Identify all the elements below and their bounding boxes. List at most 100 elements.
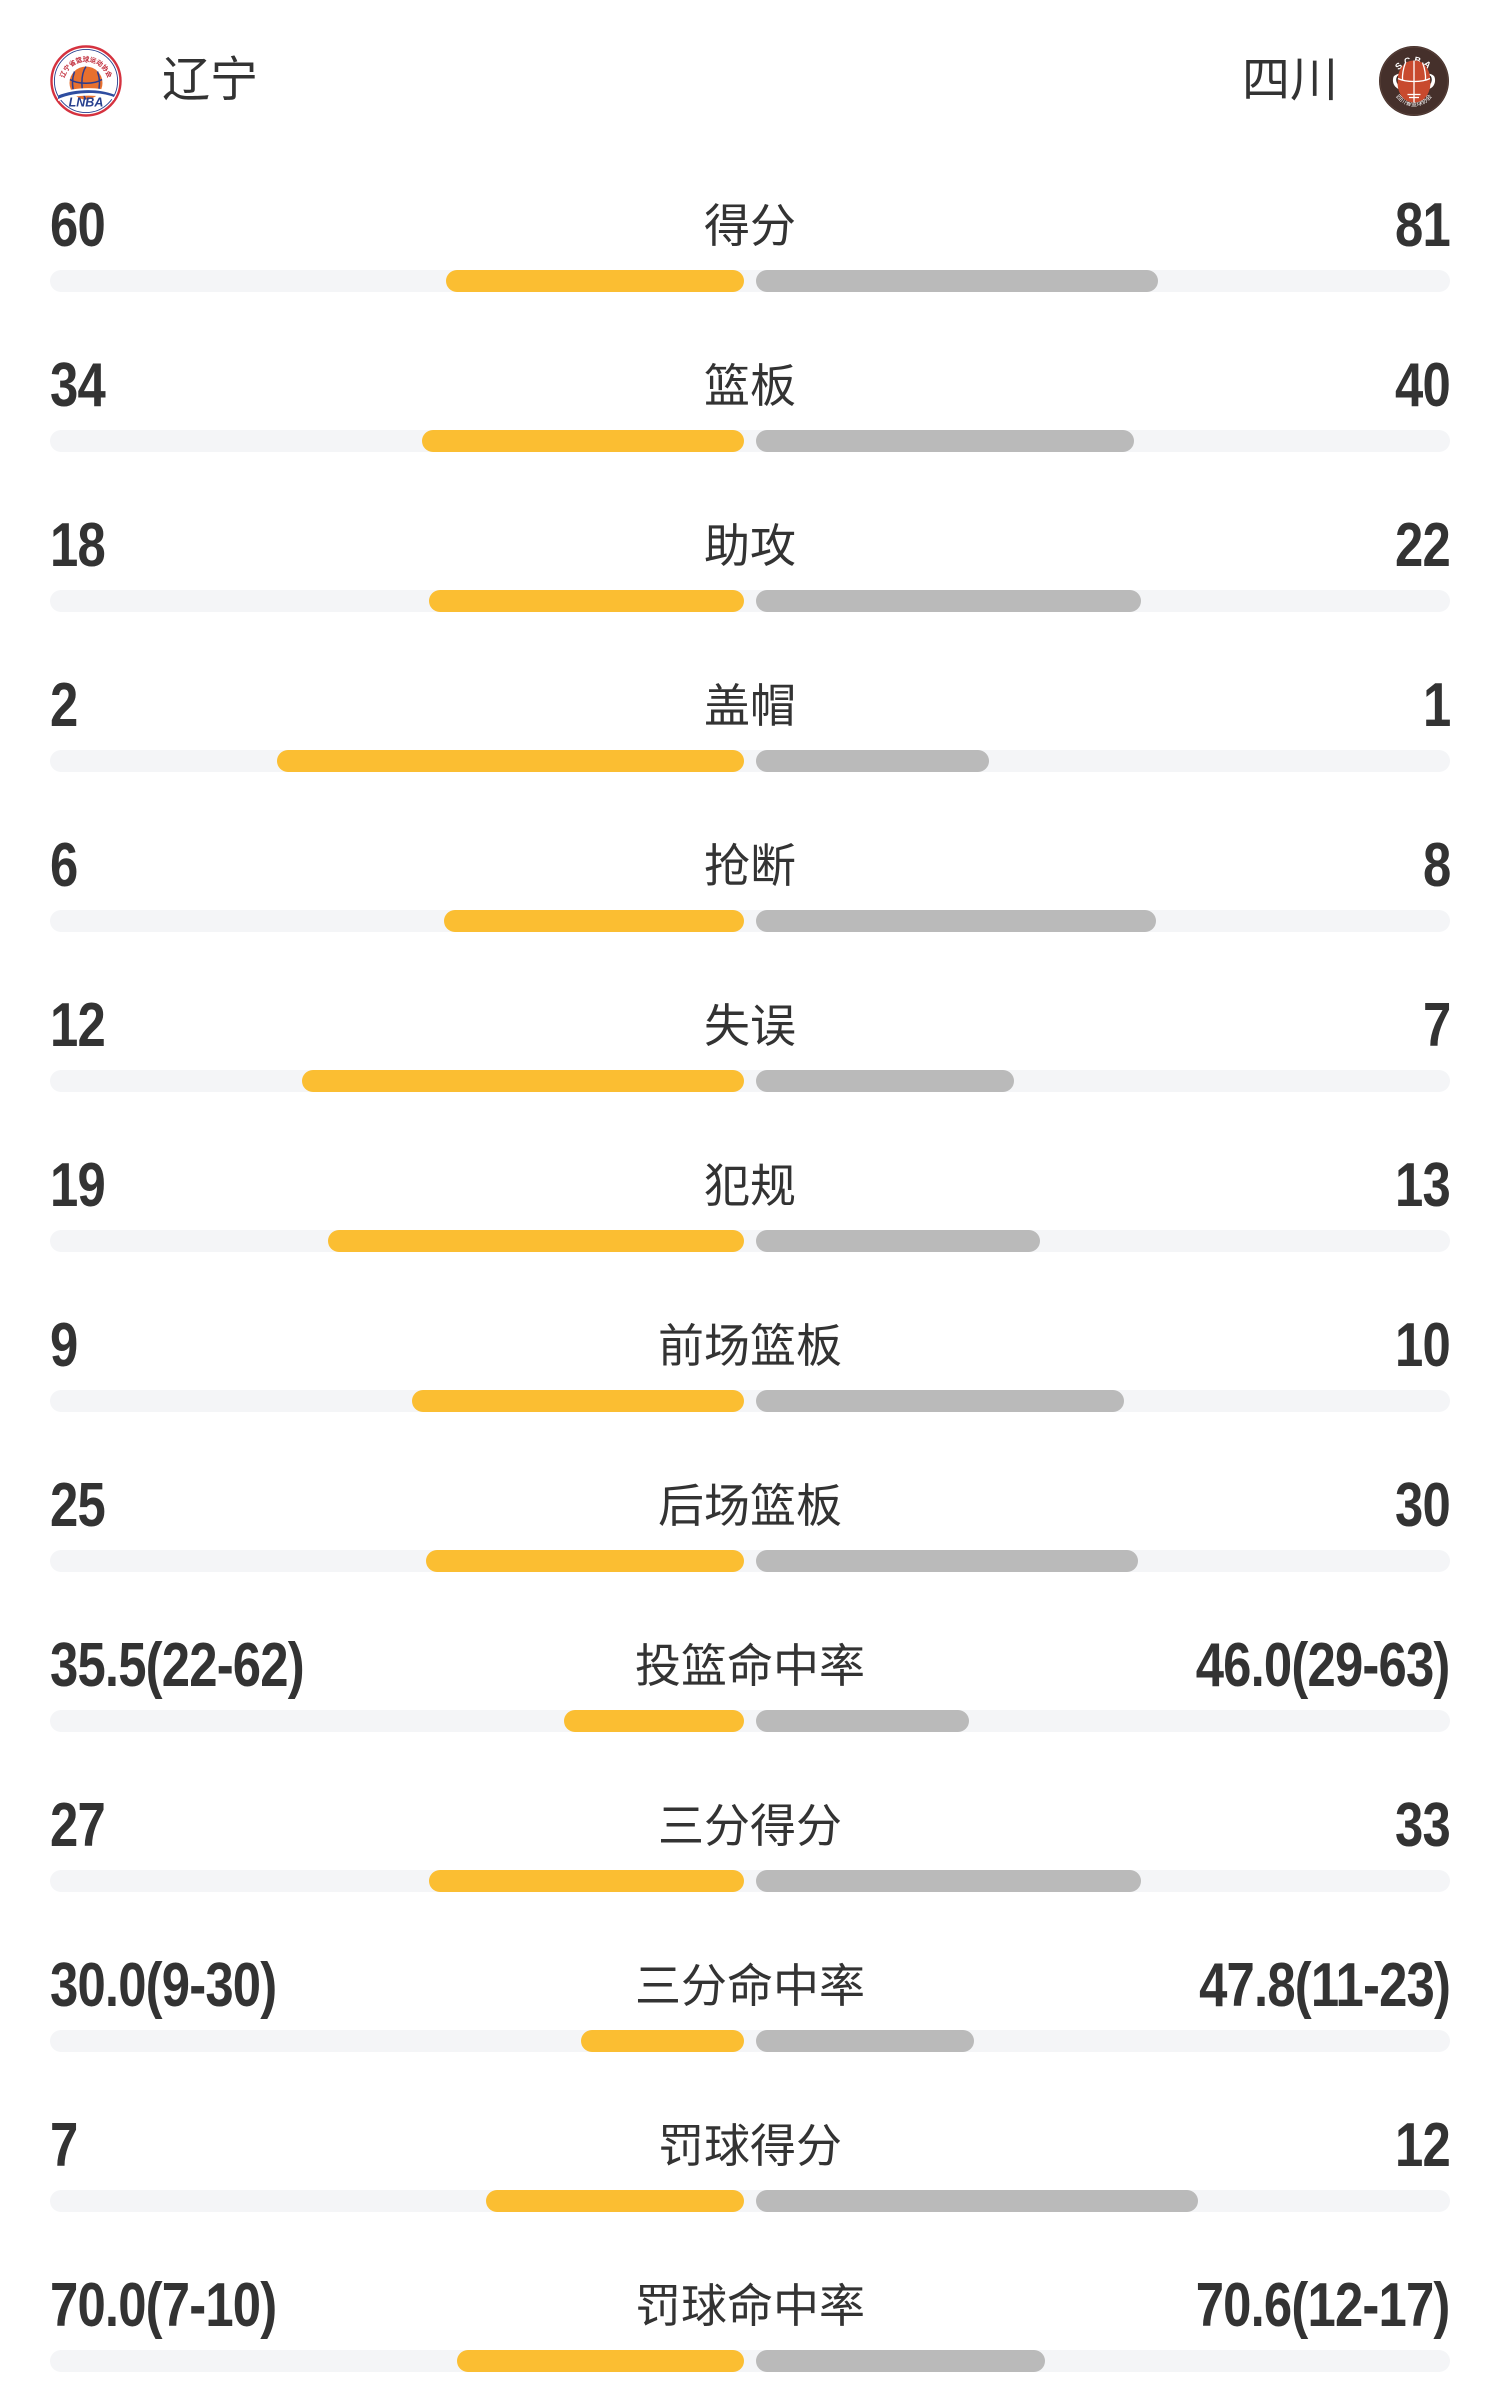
away-team-name: 四川 [1241,54,1338,107]
home-team[interactable]: 辽宁省篮球运动协会 LNBA 辽宁 [50,45,258,117]
stat-label: 犯规 [704,1160,796,1212]
home-stat-bar [486,2190,744,2212]
home-stat-value: 12 [50,991,106,1060]
away-stat-value: 70.6(12-17) [1196,2271,1451,2340]
away-stat-value: 13 [1395,1151,1451,1220]
stat-label: 前场篮板 [658,1320,842,1372]
home-stat-bar [443,910,744,932]
home-stat-value: 19 [50,1151,106,1220]
away-stat-value: 1 [1422,671,1451,740]
stat-bar-track [50,2190,1450,2212]
home-team-name: 辽宁 [162,54,259,107]
home-stat-value: 2 [50,671,78,740]
away-stat-bar [756,590,1141,612]
stat-bar-track [50,2030,1450,2052]
home-stat-value: 30.0(9-30) [50,1951,277,2020]
home-stat-value: 9 [50,1311,78,1380]
stat-label: 三分得分 [658,1800,842,1852]
stat-label: 罚球得分 [658,2120,842,2172]
stat-line: 7 罚球得分 12 [50,2111,1451,2181]
stat-label: 篮板 [704,360,796,412]
stat-label: 投篮命中率 [635,1640,865,1692]
away-stat-value: 10 [1395,1311,1451,1380]
stat-line: 70.0(7-10) 罚球命中率 70.6(12-17) [50,2271,1451,2341]
stat-line: 6 抢断 8 [50,831,1451,901]
away-stat-value: 47.8(11-23) [1198,1951,1451,2020]
stat-label: 抢断 [704,840,796,892]
away-stat-bar [756,1230,1041,1252]
stat-row: 7 罚球得分 12 [50,2080,1451,2240]
home-stat-value: 35.5(22-62) [50,1631,305,1700]
away-stat-value: 22 [1395,511,1451,580]
home-logo-banner-text: LNBA [69,96,104,110]
stat-line: 60 得分 81 [50,191,1451,261]
sichuan-team-logo-icon: SCBA 四川省篮球协会 [1378,45,1450,117]
liaoning-team-logo-icon: 辽宁省篮球运动协会 LNBA [50,45,122,117]
home-stat-bar [328,1230,744,1252]
away-team[interactable]: 四川 SCBA 四川省篮球协会 [1242,45,1450,117]
team-header: 辽宁省篮球运动协会 LNBA 辽宁 四川 [50,0,1450,160]
stat-row: 60 得分 81 [50,160,1451,320]
stat-row: 9 前场篮板 10 [50,1280,1451,1440]
stat-row: 12 失误 7 [50,960,1451,1120]
away-stat-bar [756,270,1159,292]
away-stat-bar [756,2190,1199,2212]
home-stat-bar [422,430,744,452]
home-stat-value: 60 [50,191,106,260]
stat-label: 三分命中率 [635,1960,865,2012]
home-stat-value: 27 [50,1791,106,1860]
away-stat-value: 7 [1422,991,1451,1060]
away-stat-bar [756,750,990,772]
home-stat-bar [446,270,744,292]
stat-row: 18 助攻 22 [50,480,1451,640]
home-stat-value: 6 [50,831,78,900]
home-stat-bar [412,1390,744,1412]
stat-bar-track [50,430,1450,452]
stat-label: 得分 [704,200,796,252]
stat-row: 30.0(9-30) 三分命中率 47.8(11-23) [50,1920,1451,2080]
stat-bar-track [50,2350,1450,2372]
stat-bar-track [50,1550,1450,1572]
home-stat-value: 7 [50,2111,78,2180]
stat-row: 25 后场篮板 30 [50,1440,1451,1600]
home-stat-bar [429,590,744,612]
stat-bar-track [50,750,1450,772]
stat-row: 2 盖帽 1 [50,640,1451,800]
stat-line: 25 后场篮板 30 [50,1475,1451,1541]
stat-bar-track [50,1870,1450,1892]
home-stat-bar [301,1070,744,1092]
away-stat-value: 33 [1395,1791,1451,1860]
stat-line: 9 前场篮板 10 [50,1311,1451,1381]
away-stat-value: 81 [1395,191,1451,260]
away-stat-bar [756,1390,1125,1412]
home-stat-bar [277,750,744,772]
stat-row: 35.5(22-62) 投篮命中率 46.0(29-63) [50,1600,1451,1760]
stat-bar-track [50,1710,1450,1732]
away-stat-bar [756,1550,1138,1572]
home-stat-value: 70.0(7-10) [50,2271,277,2340]
stat-bar-track [50,590,1450,612]
stat-row: 70.0(7-10) 罚球命中率 70.6(12-17) [50,2240,1451,2400]
away-stat-value: 40 [1395,351,1451,420]
stat-label: 罚球命中率 [635,2280,865,2332]
stat-line: 35.5(22-62) 投篮命中率 46.0(29-63) [50,1631,1451,1701]
home-stat-value: 34 [50,351,106,420]
away-stat-value: 12 [1395,2111,1451,2180]
stat-bar-track [50,270,1450,292]
stat-bar-track [50,910,1450,932]
stat-line: 34 篮板 40 [50,351,1451,421]
home-stat-bar [563,1710,744,1732]
stat-bar-track [50,1230,1450,1252]
stat-line: 2 盖帽 1 [50,671,1451,741]
stat-line: 18 助攻 22 [50,511,1451,581]
stat-row: 27 三分得分 33 [50,1760,1451,1920]
stat-line: 12 失误 7 [50,991,1451,1061]
away-stat-bar [756,1070,1014,1092]
stat-label: 失误 [704,1000,796,1052]
stat-bar-track [50,1070,1450,1092]
stat-bar-track [50,1390,1450,1412]
away-stat-value: 8 [1422,831,1451,900]
away-stat-value: 46.0(29-63) [1196,1631,1451,1700]
stat-label: 盖帽 [704,680,796,732]
stats-list: 60 得分 81 34 篮板 40 18 助攻 22 [50,160,1451,2400]
